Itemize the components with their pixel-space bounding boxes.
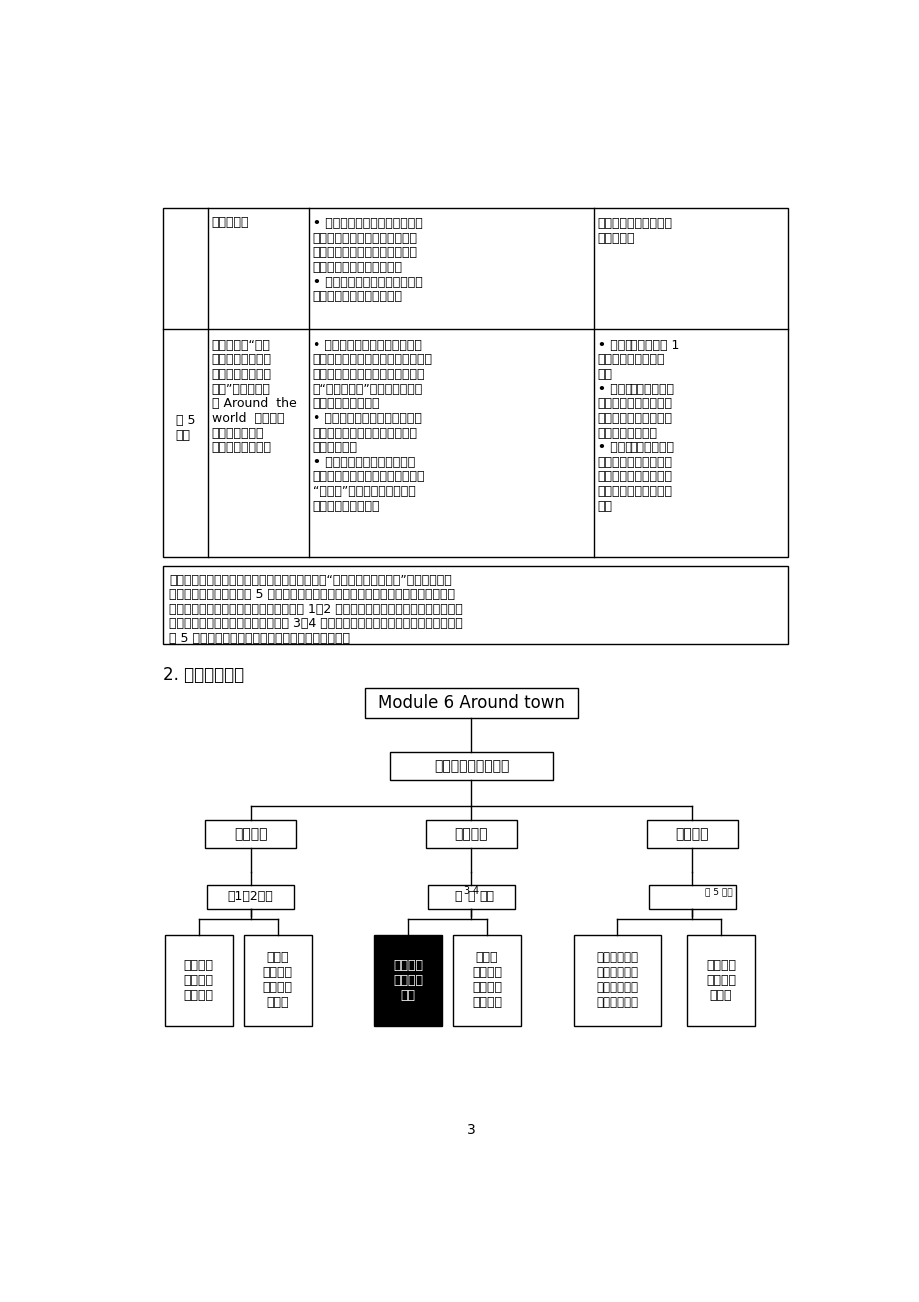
Text: 个短对话和两篇说明: 个短对话和两篇说明 <box>597 353 664 366</box>
Text: 教材编排了 1: 教材编排了 1 <box>629 339 678 352</box>
Text: 等多模态的语篇形式呈: 等多模态的语篇形式呈 <box>597 397 672 410</box>
Text: 述，辨地点；读文: 述，辨地点；读文 <box>211 353 272 366</box>
Text: 旅行路线。: 旅行路线。 <box>211 216 249 229</box>
Text: “一日游”路线，激发学生爱世: “一日游”路线，激发学生爱世 <box>312 486 414 499</box>
Text: 第 5 课时: 第 5 课时 <box>704 887 732 896</box>
Text: 文。: 文。 <box>597 368 612 381</box>
Text: 跨文化意识。: 跨文化意识。 <box>312 441 357 454</box>
Text: 生们介绍了俄罗: 生们介绍了俄罗 <box>211 427 264 440</box>
Text: 点，同时绘制出家乡地图，并设计: 点，同时绘制出家乡地图，并设计 <box>312 470 425 483</box>
Text: 了解家乡，探索世界: 了解家乡，探索世界 <box>434 759 508 773</box>
Text: 根据人们体力状况等不同因素选: 根据人们体力状况等不同因素选 <box>312 232 417 245</box>
Text: 分为三个功能板块，利用 5 个课时分别设计一系列具有综合性、关联性特点的语言学: 分为三个功能板块，利用 5 个课时分别设计一系列具有综合性、关联性特点的语言学 <box>169 589 455 602</box>
Bar <box>646 820 737 848</box>
Text: 填空”三个活动。: 填空”三个活动。 <box>211 383 270 396</box>
Text: 本，标地点；看图: 本，标地点；看图 <box>211 368 272 381</box>
Text: 复习巩固前面
的内容，在实
践中提升综合
语言运用能力: 复习巩固前面 的内容，在实 践中提升综合 语言运用能力 <box>596 952 638 1009</box>
Text: 3: 3 <box>462 885 469 896</box>
Bar <box>425 820 516 848</box>
Text: 以文字、图示: 以文字、图示 <box>629 383 674 396</box>
Bar <box>163 208 787 557</box>
Text: 、: 、 <box>467 891 474 904</box>
Bar <box>427 885 515 909</box>
Text: 了解家乡: 了解家乡 <box>233 827 267 841</box>
Text: 第 5
课时: 第 5 课时 <box>176 414 195 441</box>
Text: Module 6 Around town: Module 6 Around town <box>378 694 564 712</box>
Text: 现对话类实践活动、简: 现对话类实践活动、简 <box>597 411 672 424</box>
Text: world  部分向学: world 部分向学 <box>211 411 284 424</box>
Text: 及介词短语来描述景点
具体位置。: 及介词短语来描述景点 具体位置。 <box>597 217 672 245</box>
Text: 短对话和说明文。: 短对话和说明文。 <box>597 427 657 440</box>
Text: • 在多样化、综合性的真实语言: • 在多样化、综合性的真实语言 <box>312 339 421 352</box>
Bar <box>573 935 660 1026</box>
Text: 习和思维活动，进行主题意义的探究。第 1、2 课时旨在向他人介绍自己熟惉的居住环: 习和思维活动，进行主题意义的探究。第 1、2 课时旨在向他人介绍自己熟惉的居住环 <box>169 603 462 616</box>
Bar <box>163 566 787 644</box>
Text: 了解家
乡，乐于
为他人准
确指路: 了解家 乡，乐于 为他人准 确指路 <box>263 952 292 1009</box>
Bar <box>165 935 233 1026</box>
Text: 探索世界: 探索世界 <box>454 827 488 841</box>
Bar <box>390 753 552 780</box>
Bar <box>207 885 294 909</box>
Text: • 语言：: • 语言： <box>597 441 632 454</box>
Text: 第: 第 <box>454 891 461 904</box>
Text: 分析问题、解决问题能力。: 分析问题、解决问题能力。 <box>312 260 403 273</box>
Bar <box>373 935 441 1026</box>
Text: 斯著名景点冬宫。: 斯著名景点冬宫。 <box>211 441 272 454</box>
Text: • 通过补充阅读，了解世界上其: • 通过补充阅读，了解世界上其 <box>312 411 421 424</box>
Bar <box>452 935 520 1026</box>
Text: 同时，关注自己家乡景点。: 同时，关注自己家乡景点。 <box>312 290 403 303</box>
Text: 问路和指路的句型，以: 问路和指路的句型，以 <box>597 456 672 469</box>
Text: 置的地点名词和方位介: 置的地点名词和方位介 <box>597 486 672 499</box>
Text: 本单元的课与课之间联系紧密（见下图），基于“了解家乡，探索世界”的主题意义，: 本单元的课与课之间联系紧密（见下图），基于“了解家乡，探索世界”的主题意义， <box>169 574 451 587</box>
Bar <box>244 935 312 1026</box>
Text: 在 Around  the: 在 Around the <box>211 397 296 410</box>
Text: 境，为他人准确指路，助人为乐；第 3、4 课时着眼世界，了解他国的人文历史文化；: 境，为他人准确指路，助人为乐；第 3、4 课时着眼世界，了解他国的人文历史文化； <box>169 617 462 630</box>
Text: 择不同的合理交通方式，提高其: 择不同的合理交通方式，提高其 <box>312 246 417 259</box>
Text: • 通过介绍家乡的一个著名景: • 通过介绍家乡的一个著名景 <box>312 456 414 469</box>
Text: 巩固应用表示: 巩固应用表示 <box>629 441 674 454</box>
Text: • 结构：: • 结构： <box>597 383 632 396</box>
Text: 4: 4 <box>472 885 479 896</box>
Text: 课时: 课时 <box>479 891 494 904</box>
Text: 界、更爱家乡之情。: 界、更爱家乡之情。 <box>312 500 380 513</box>
Text: 宣传家乡: 宣传家乡 <box>675 827 709 841</box>
Text: 学习指路
和问路的
各种表达: 学习指路 和问路的 各种表达 <box>184 958 213 1001</box>
Bar <box>205 820 296 848</box>
Text: 2. 单元内容框架: 2. 单元内容框架 <box>163 667 244 684</box>
Text: 结合地图
描述地理
位置: 结合地图 描述地理 位置 <box>392 958 423 1001</box>
Text: 词。: 词。 <box>597 500 612 513</box>
Text: 于“问路和指路”的表达，提升其: 于“问路和指路”的表达，提升其 <box>312 383 423 396</box>
Bar <box>648 885 735 909</box>
Text: 第1、2课时: 第1、2课时 <box>228 891 273 904</box>
Text: 着眼世
界，了解
国外优秀
历史文化: 着眼世 界，了解 国外优秀 历史文化 <box>471 952 502 1009</box>
Text: 活动中，帮助学生运用听、说、读、: 活动中，帮助学生运用听、说、读、 <box>312 353 432 366</box>
Text: 看、写多种语言技能巩固、应用关: 看、写多种语言技能巩固、应用关 <box>312 368 425 381</box>
Text: 及描述某一地点及其位: 及描述某一地点及其位 <box>597 470 672 483</box>
Text: 综合语言运用能力。: 综合语言运用能力。 <box>312 397 380 410</box>
Text: • 文体：: • 文体： <box>597 339 632 352</box>
Bar <box>365 687 577 719</box>
Text: 3: 3 <box>467 1124 475 1137</box>
Text: • 引导学生在制定旅行线路时，: • 引导学生在制定旅行线路时， <box>312 217 422 230</box>
Text: 他国家的著名旅游景点，增强其: 他国家的著名旅游景点，增强其 <box>312 427 417 440</box>
Bar <box>686 935 754 1026</box>
Text: 本课设计了“听描: 本课设计了“听描 <box>211 339 270 352</box>
Text: 第 5 课时介绍家乡优秀的历史文化资源，宣传家乡。: 第 5 课时介绍家乡优秀的历史文化资源，宣传家乡。 <box>169 631 350 644</box>
Text: • 让学生在认识伦敌著名景点的: • 让学生在认识伦敌著名景点的 <box>312 276 422 289</box>
Text: 积极探索
世界，宣
传家乡: 积极探索 世界，宣 传家乡 <box>705 958 735 1001</box>
